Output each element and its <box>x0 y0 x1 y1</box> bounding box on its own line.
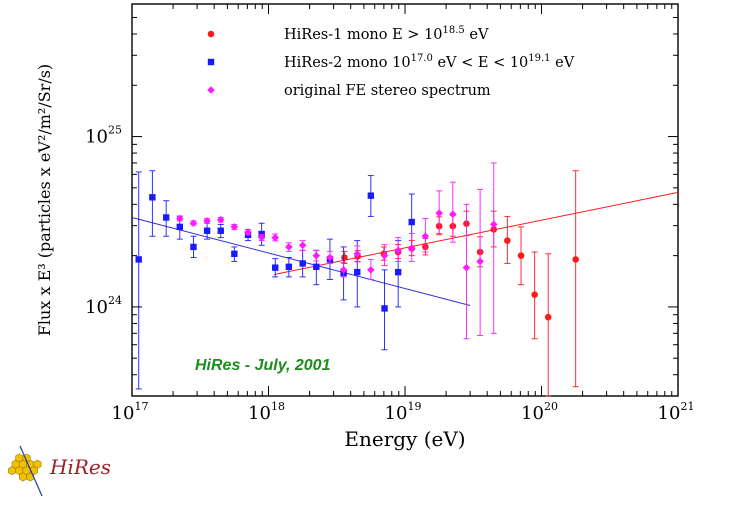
data-point <box>135 256 142 263</box>
hexagon-cluster-icon <box>8 453 42 482</box>
data-point <box>298 241 307 250</box>
data-point <box>176 214 184 223</box>
data-point <box>380 251 389 260</box>
legend-label: HiRes-1 mono E > 1018.5 eV <box>284 25 489 43</box>
data-point <box>394 246 402 255</box>
data-point <box>341 254 348 261</box>
legend: HiRes-1 mono E > 1018.5 eV HiRes-2 mono 1… <box>207 25 575 99</box>
data-point <box>489 220 498 229</box>
series-2 <box>176 162 498 340</box>
legend-marker <box>207 58 215 66</box>
legend-marker <box>207 86 215 94</box>
data-point <box>381 305 388 312</box>
logo-text: HiRes <box>49 455 111 479</box>
data-point <box>285 243 293 251</box>
data-point <box>313 263 320 270</box>
logo-hexagon <box>18 472 27 482</box>
fit-lines <box>131 191 679 306</box>
series-0 <box>341 170 579 397</box>
data-point <box>203 217 211 225</box>
data-point <box>244 228 252 236</box>
data-point <box>353 250 362 258</box>
hires-date-annotation: HiRes - July, 2001 <box>195 357 331 374</box>
data-point <box>504 237 511 244</box>
legend-marker <box>207 30 215 38</box>
x-tick-label: 1017 <box>112 400 149 424</box>
data-point <box>435 209 443 217</box>
logo-hexagon <box>8 466 16 476</box>
data-point <box>517 252 525 259</box>
data-point <box>190 243 197 251</box>
legend-label: original FE stereo spectrum <box>284 83 491 99</box>
y-tick-label: 1024 <box>85 294 122 318</box>
data-point <box>162 214 170 221</box>
data-series <box>135 162 579 397</box>
data-point <box>476 257 484 266</box>
data-point <box>189 219 198 228</box>
y-tick-label: 1025 <box>85 124 122 148</box>
data-point <box>394 268 402 276</box>
data-point <box>367 192 375 199</box>
data-point <box>176 223 184 231</box>
x-tick-label: 1020 <box>521 400 558 424</box>
data-point <box>407 244 416 253</box>
data-point <box>531 291 538 298</box>
data-point <box>216 215 225 224</box>
data-point <box>271 233 280 242</box>
data-point <box>230 223 239 231</box>
hires-logo: HiRes <box>8 445 111 497</box>
data-point <box>203 227 211 234</box>
data-point <box>257 233 266 242</box>
data-point <box>421 232 430 241</box>
data-point <box>217 227 224 234</box>
x-tick-label: 1018 <box>248 400 285 424</box>
data-point <box>544 313 552 321</box>
x-axis-label: Energy (eV) <box>344 427 465 451</box>
x-tick-label: 1019 <box>385 400 422 424</box>
logo-streak <box>19 445 43 497</box>
data-point <box>231 250 238 258</box>
data-point <box>326 253 334 262</box>
axis-ticks: 1017 1018 1019 1020 1021 1024 1025 <box>85 4 694 424</box>
data-point <box>299 260 306 267</box>
legend-label: HiRes-2 mono 1017.0 eV < E < 1019.1 eV <box>284 53 575 71</box>
data-point <box>354 268 361 276</box>
data-point <box>312 251 321 260</box>
data-point <box>339 266 348 274</box>
y-axis-label: Flux x E³ (particles x eV²/m²/Sr/s) <box>35 64 54 336</box>
fit-line-0 <box>274 191 679 275</box>
data-point <box>272 264 279 271</box>
data-point <box>449 210 457 219</box>
data-point <box>367 266 375 274</box>
data-point <box>462 263 471 272</box>
data-point <box>149 194 156 201</box>
x-tick-label: 1021 <box>658 400 695 424</box>
data-point <box>572 256 579 263</box>
data-point <box>285 263 293 270</box>
data-point <box>408 218 415 226</box>
